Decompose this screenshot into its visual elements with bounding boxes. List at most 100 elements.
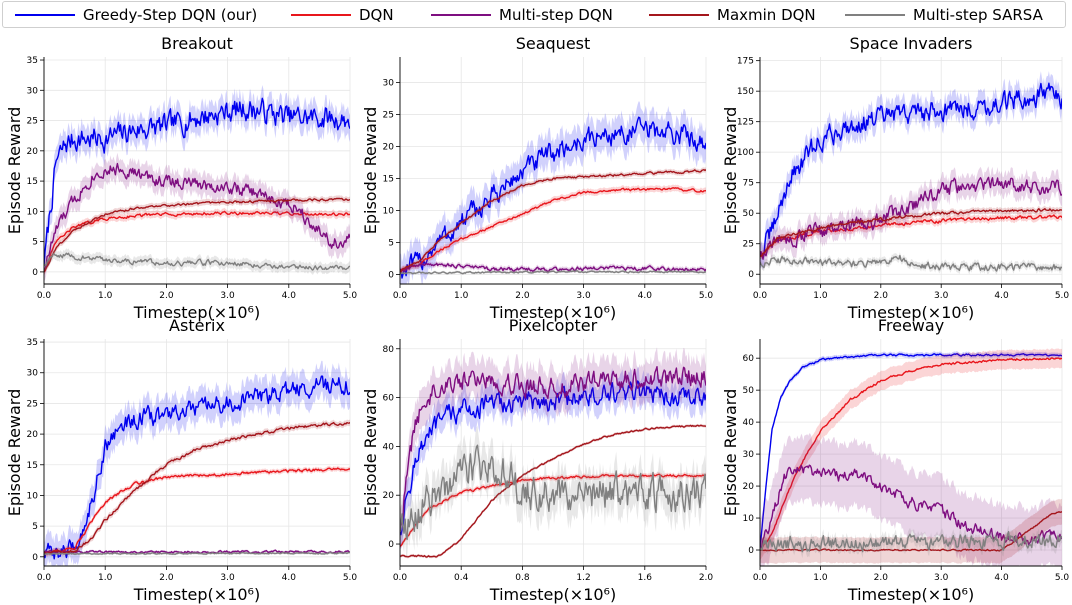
plot-area	[44, 360, 350, 566]
x-tick-label: 3.0	[934, 291, 949, 301]
x-tick-label: 3.0	[220, 573, 235, 583]
y-tick-label: 10	[743, 514, 755, 524]
y-tick-label: 20	[743, 482, 755, 492]
x-tick-label: 2.0	[515, 291, 530, 301]
y-tick-label: 100	[737, 148, 754, 158]
x-tick-label: 4.0	[282, 291, 297, 301]
chart-breakout: 0.0 1.0 2.0 3.0 4.0 5.0 0 5 10 15 20 25 30 35 Breakout…	[5, 34, 357, 322]
y-tick-label: 40	[743, 418, 755, 428]
y-tick-label: 0	[388, 540, 394, 550]
series-line-maxmin-dqn	[760, 207, 1062, 257]
series-line-maxmin-dqn	[44, 197, 350, 273]
band-greedy-step-dqn-our	[760, 71, 1062, 270]
x-tick-label: 5.0	[1055, 291, 1070, 301]
y-tick-label: 25	[27, 117, 38, 127]
x-tick-label: 1.0	[98, 291, 113, 301]
series-line-multi-step-dqn	[400, 262, 706, 274]
plot-area	[400, 347, 706, 559]
x-tick-label: 5.0	[699, 291, 714, 301]
series-line-greedy-step-dqn-our	[44, 375, 350, 560]
series-line-dqn	[400, 187, 706, 272]
band-greedy-step-dqn-our	[44, 85, 350, 280]
x-tick-label: 2.0	[159, 573, 174, 583]
x-tick-label: 1.0	[454, 291, 469, 301]
y-tick-label: 25	[383, 111, 394, 121]
band-dqn	[400, 184, 706, 275]
x-axis-label: Timestep(×10⁶)	[489, 585, 616, 604]
y-tick-label: 0	[388, 270, 394, 280]
legend-item-multi-step-sarsa: Multi-step SARSA	[845, 6, 1043, 24]
plot-area	[44, 85, 350, 281]
x-tick-label: 2.0	[874, 573, 889, 583]
legend-line	[15, 14, 75, 16]
band-dqn	[44, 207, 350, 276]
legend: Greedy-Step DQN (our) DQN Multi-step DQN…	[2, 1, 1066, 28]
y-tick-label: 0	[748, 270, 754, 280]
chart-space-invaders: 0.0 1.0 2.0 3.0 4.0 5.0 0 25 50 75 100 125 150 175 Spa…	[721, 34, 1069, 322]
series-line-maxmin-dqn	[400, 168, 706, 273]
y-tick-label: 5	[32, 238, 38, 248]
series-line-greedy-step-dqn-our	[760, 353, 1062, 551]
band-maxmin-dqn	[400, 167, 706, 274]
x-tick-label: 1.0	[813, 291, 828, 301]
x-tick-label: 4.0	[638, 291, 653, 301]
y-tick-label: 35	[27, 338, 38, 348]
y-tick-label: 10	[383, 206, 395, 216]
series-line-dqn	[400, 473, 706, 547]
x-tick-label: 3.0	[220, 291, 235, 301]
y-tick-label: 150	[737, 87, 754, 97]
band-multi-step-sarsa	[760, 525, 1062, 559]
band-maxmin-dqn	[44, 419, 350, 558]
series-line-dqn	[760, 214, 1062, 257]
legend-label: Multi-step SARSA	[913, 6, 1043, 24]
y-tick-label: 15	[383, 174, 394, 184]
chart-freeway: 0.0 1.0 2.0 3.0 4.0 5.0 0 10 20 30 40 50 60 Freeway Ti…	[721, 316, 1069, 604]
x-tick-label: 0.0	[753, 573, 768, 583]
band-maxmin-dqn	[760, 205, 1062, 260]
x-tick-label: 3.0	[934, 573, 949, 583]
chart-title: Space Invaders	[850, 34, 973, 53]
x-tick-label: 5.0	[343, 291, 358, 301]
series-line-multi-step-dqn	[760, 464, 1062, 551]
y-tick-label: 35	[27, 56, 38, 66]
x-tick-label: 5.0	[1055, 573, 1070, 583]
plot-area	[400, 101, 706, 284]
chart-title: Breakout	[161, 34, 233, 53]
y-tick-label: 80	[383, 345, 395, 355]
y-tick-label: 5	[32, 522, 38, 532]
y-tick-label: 0	[748, 546, 754, 556]
series-line-multi-step-dqn	[760, 176, 1062, 260]
x-axis-label: Timestep(×10⁶)	[847, 303, 974, 322]
x-tick-label: 3.0	[576, 291, 591, 301]
band-dqn	[760, 211, 1062, 260]
series-line-dqn	[760, 357, 1062, 551]
series-line-multi-step-sarsa	[760, 254, 1062, 272]
y-tick-label: 75	[743, 179, 754, 189]
y-axis-label: Episode Reward	[361, 389, 380, 517]
x-tick-label: 0.0	[37, 291, 52, 301]
y-tick-label: 5	[388, 238, 394, 248]
x-tick-label: 4.0	[282, 573, 297, 583]
x-axis-label: Timestep(×10⁶)	[133, 303, 260, 322]
y-tick-label: 0	[32, 268, 38, 278]
x-axis-label: Timestep(×10⁶)	[847, 585, 974, 604]
band-greedy-step-dqn-our	[44, 360, 350, 566]
legend-line	[431, 14, 491, 16]
y-axis-label: Episode Reward	[361, 107, 380, 235]
band-greedy-step-dqn-our	[400, 101, 706, 284]
y-tick-label: 20	[27, 147, 39, 157]
y-tick-label: 10	[27, 207, 39, 217]
chart-pixelcopter: 0.0 0.4 0.8 1.2 1.6 2.0 0 20 40 60 80 Pixelcopter Ti…	[361, 316, 713, 604]
series-line-multi-step-sarsa	[44, 252, 350, 271]
chart-title: Pixelcopter	[509, 316, 598, 335]
x-tick-label: 0.0	[753, 291, 768, 301]
y-tick-label: 30	[27, 86, 39, 96]
chart-title: Asterix	[169, 316, 225, 335]
y-tick-label: 0	[32, 553, 38, 563]
band-maxmin-dqn	[760, 498, 1062, 564]
y-tick-label: 50	[743, 386, 755, 396]
band-dqn	[44, 465, 350, 557]
x-tick-label: 1.0	[813, 573, 828, 583]
y-tick-label: 15	[27, 461, 38, 471]
series-line-greedy-step-dqn-our	[400, 380, 706, 536]
